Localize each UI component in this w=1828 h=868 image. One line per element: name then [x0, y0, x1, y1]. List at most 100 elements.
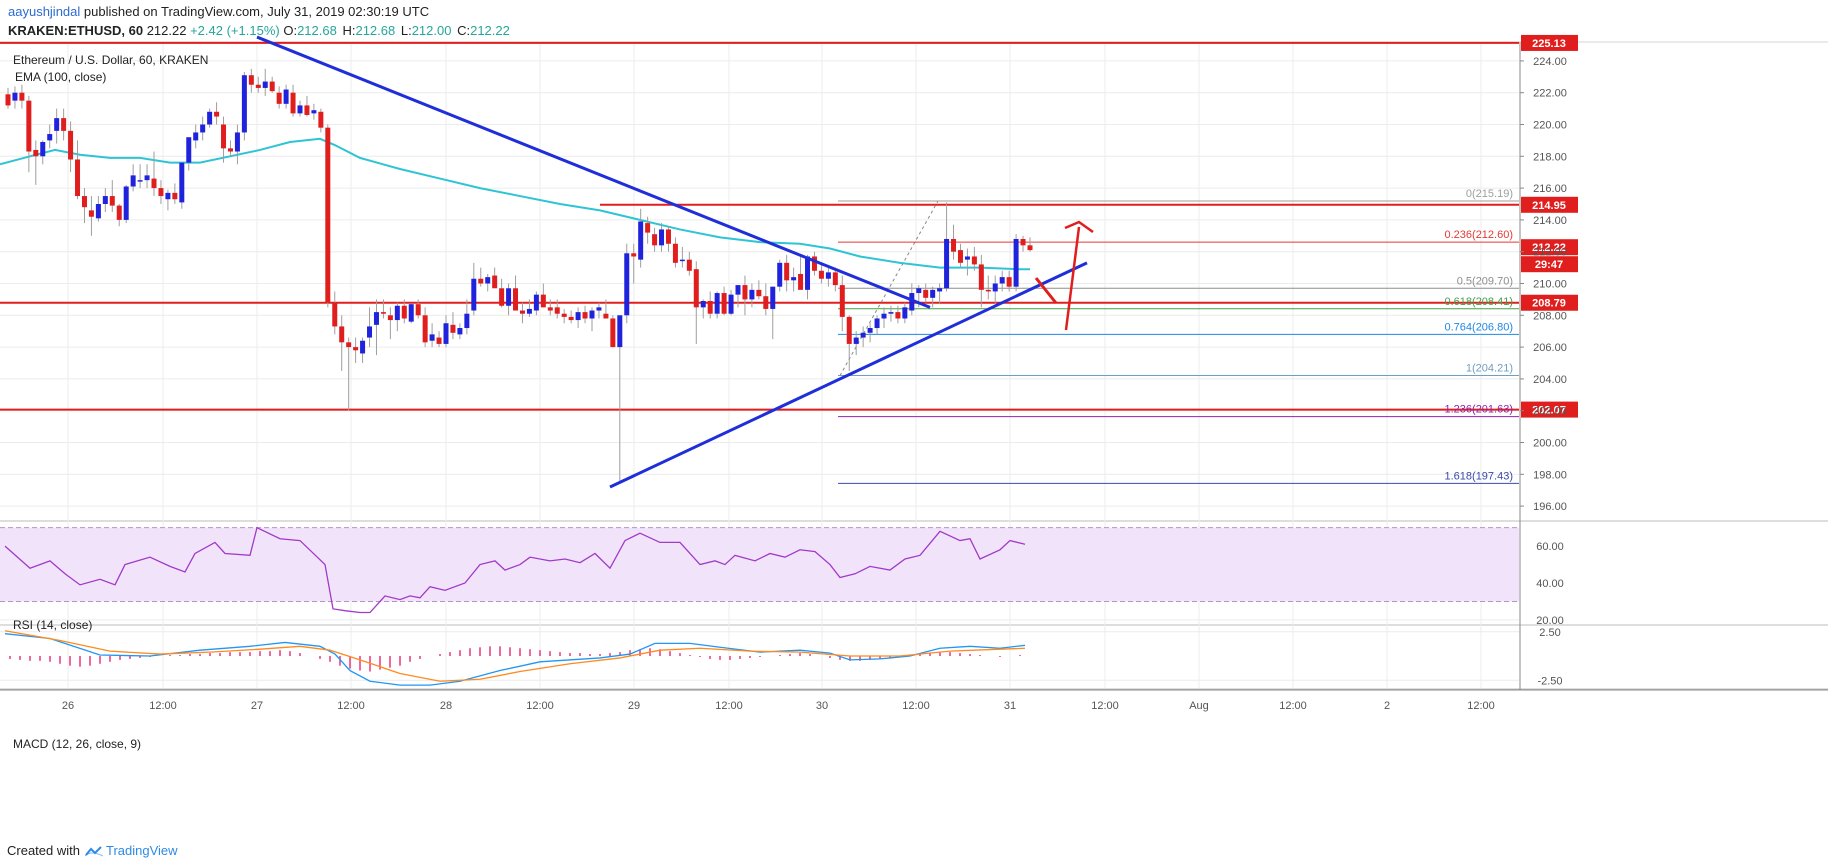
candle-body — [652, 234, 658, 246]
candlesticks — [5, 68, 1033, 483]
candle-body — [40, 141, 46, 157]
candle-body — [763, 296, 769, 309]
candle-body — [825, 272, 831, 279]
candle-body — [248, 75, 254, 85]
candle-body — [700, 300, 706, 308]
candle-body — [1020, 238, 1026, 246]
candle-body — [811, 256, 817, 271]
rsi-line — [4, 526, 1026, 614]
countdown-badge — [1521, 256, 1578, 273]
time-tick-label: 26 — [62, 700, 74, 712]
candle-body — [964, 256, 970, 260]
fibonacci-level-label: 1.618(197.43) — [1445, 470, 1514, 482]
level-price-badge — [1521, 401, 1578, 418]
candle-body — [930, 289, 936, 298]
candle-body — [123, 186, 129, 220]
time-tick-label: 12:00 — [526, 700, 554, 712]
time-tick-label: Aug — [1189, 700, 1209, 712]
created-with-label: Created with — [7, 843, 80, 858]
candle-body — [978, 264, 984, 290]
candle-body — [290, 92, 296, 114]
candle-body — [304, 105, 310, 115]
candle-body — [617, 315, 623, 348]
candle-body — [610, 318, 616, 348]
fibonacci-level-label: 0.764(206.80) — [1445, 321, 1514, 333]
publish-header: aayushjindal published on TradingView.co… — [8, 4, 512, 38]
candle-body — [645, 223, 651, 233]
candle-body — [492, 275, 498, 289]
level-price-badge — [1521, 34, 1578, 51]
level-price-label: 208.79 — [1532, 298, 1566, 310]
last-price: 212.22 — [146, 23, 187, 38]
rsi-band — [0, 527, 1519, 602]
candle-body — [457, 328, 463, 335]
candle-body — [478, 278, 484, 284]
candle-body — [665, 229, 671, 244]
current-price-badge — [1521, 239, 1578, 256]
trend-lines[interactable]: 212.22 29:47 — [256, 35, 1578, 489]
fibonacci-level-label: 0(215.19) — [1466, 188, 1513, 200]
candle-body — [47, 134, 53, 141]
candle-body — [1027, 245, 1033, 251]
price-tick-label: 224.00 — [1533, 56, 1567, 68]
time-tick-label: 12:00 — [902, 700, 930, 712]
candle-body — [262, 81, 268, 88]
candle-body — [193, 132, 199, 141]
main-pane-title: Ethereum / U.S. Dollar, 60, KRAKEN — [13, 53, 208, 67]
candle-body — [116, 205, 122, 220]
symbol-label: KRAKEN:ETHUSD, 60 — [8, 23, 144, 38]
tradingview-link[interactable]: TradingView — [105, 843, 178, 858]
close-label: C: — [457, 23, 471, 38]
candle-body — [346, 342, 352, 348]
candle-body — [276, 92, 282, 104]
candle-body — [429, 334, 435, 341]
ema-100-path — [0, 137, 1030, 271]
time-tick-label: 12:00 — [149, 700, 177, 712]
candle-body — [241, 75, 247, 133]
close-value: 212.22 — [470, 23, 510, 38]
candle-body — [33, 149, 39, 157]
candle-body — [172, 192, 178, 200]
candle-body — [360, 340, 366, 354]
candle-body — [401, 305, 407, 319]
time-tick-label: 12:00 — [1467, 700, 1495, 712]
macd-line — [4, 633, 1026, 686]
candle-body — [415, 304, 421, 316]
fibonacci-retracement[interactable]: 0(215.19) 0.236(212.60) 0.5(209.70) 0.618(2… — [838, 188, 1519, 484]
candle-body — [506, 288, 512, 306]
time-tick-label: 12:00 — [1091, 700, 1119, 712]
candle-body — [749, 289, 755, 300]
author-link[interactable]: aayushjindal — [8, 4, 81, 19]
candle-body — [311, 110, 317, 114]
countdown-label: 29:47 — [1535, 259, 1563, 271]
tradingview-logo-icon — [84, 845, 103, 856]
time-tick-label: 12:00 — [337, 700, 365, 712]
candle-body — [937, 288, 943, 292]
candle-body — [464, 313, 470, 329]
candle-body — [881, 313, 887, 319]
candle-body — [902, 307, 908, 319]
price-tick-label: 206.00 — [1533, 342, 1567, 354]
candle-body — [672, 243, 678, 263]
fibonacci-level-label: 0.618(208.41) — [1445, 296, 1514, 308]
price-tick-label: 204.00 — [1533, 374, 1567, 386]
time-tick-label: 12:00 — [715, 700, 743, 712]
rsi-tick-label: 20.00 — [1536, 615, 1564, 627]
candle-body — [283, 89, 289, 104]
rsi-pane — [0, 526, 1519, 614]
level-price-label: 214.95 — [1532, 200, 1566, 212]
candle-body — [519, 310, 525, 314]
candle-body — [227, 148, 233, 152]
candle-body — [485, 277, 491, 284]
pane-labels: Ethereum / U.S. Dollar, 60, KRAKEN EMA (… — [13, 53, 208, 751]
price-tick-label: 220.00 — [1533, 120, 1567, 132]
candle-body — [186, 137, 192, 163]
candle-body — [325, 127, 331, 303]
candle-body — [151, 178, 157, 189]
time-tick-label: 31 — [1004, 700, 1016, 712]
candle-body — [721, 293, 727, 314]
candle-body — [575, 312, 581, 321]
published-info: published on TradingView.com, July 31, 2… — [83, 4, 430, 19]
candle-body — [582, 312, 588, 319]
